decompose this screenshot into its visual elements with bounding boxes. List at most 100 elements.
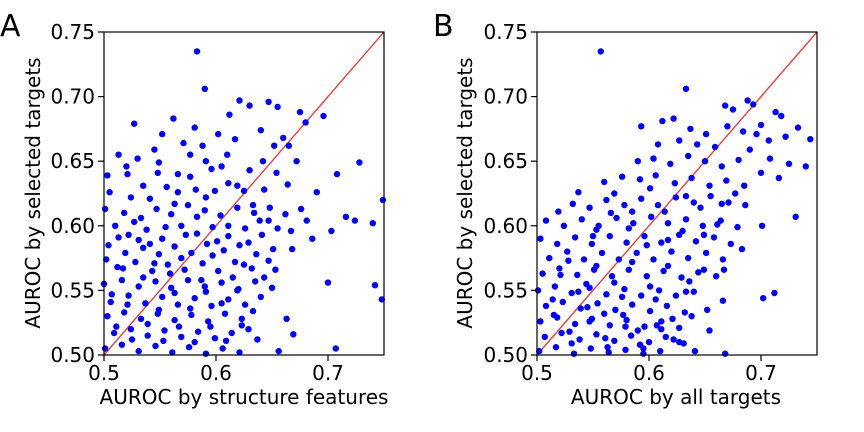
- data-point: [248, 265, 255, 272]
- data-point: [333, 170, 341, 178]
- data-point: [328, 227, 335, 235]
- data-point: [280, 134, 287, 142]
- data-point: [369, 220, 376, 227]
- data-point: [552, 344, 560, 351]
- data-point: [571, 234, 579, 241]
- data-point: [682, 216, 690, 223]
- data-point: [688, 174, 695, 182]
- x-tick-label: 0.7: [745, 361, 777, 385]
- data-point: [654, 141, 662, 148]
- data-point: [201, 283, 208, 290]
- data-point: [555, 208, 562, 215]
- data-point: [252, 278, 259, 285]
- data-point: [253, 251, 260, 258]
- data-point: [568, 340, 575, 347]
- data-point: [144, 332, 151, 339]
- data-point: [643, 273, 650, 280]
- data-point: [168, 211, 175, 218]
- data-point: [108, 291, 116, 298]
- data-point: [623, 316, 630, 324]
- data-point: [669, 315, 676, 322]
- data-point: [685, 254, 692, 262]
- data-point: [261, 274, 268, 281]
- data-point: [241, 225, 249, 232]
- data-point: [650, 155, 657, 162]
- data-point: [110, 329, 118, 337]
- data-point: [681, 309, 688, 316]
- data-point: [594, 300, 601, 307]
- data-point: [606, 322, 613, 329]
- data-point: [155, 159, 163, 166]
- data-point: [586, 318, 593, 325]
- data-point: [320, 112, 327, 120]
- data-point: [144, 320, 151, 328]
- data-point: [654, 201, 662, 209]
- panel-letter-b: B: [433, 9, 454, 44]
- data-point: [236, 242, 243, 249]
- data-point: [174, 189, 182, 196]
- data-point: [178, 222, 185, 229]
- data-point: [194, 328, 202, 335]
- data-point: [569, 200, 576, 207]
- data-point: [215, 267, 222, 275]
- data-point: [575, 288, 582, 295]
- data-point: [711, 143, 719, 151]
- data-point: [710, 234, 718, 241]
- data-point: [225, 296, 232, 303]
- data-point: [106, 189, 113, 196]
- data-point: [265, 217, 272, 224]
- data-point: [297, 205, 305, 213]
- data-point: [219, 345, 226, 352]
- data-point: [668, 248, 675, 255]
- data-point: [202, 288, 210, 295]
- data-point: [571, 320, 579, 328]
- data-point: [646, 185, 654, 192]
- data-point: [166, 270, 174, 277]
- data-point: [113, 323, 120, 330]
- data-point: [794, 124, 802, 131]
- data-point: [123, 163, 130, 170]
- data-point: [586, 204, 593, 211]
- data-point: [187, 173, 194, 180]
- data-point: [134, 155, 141, 162]
- data-point: [676, 338, 683, 346]
- data-point: [140, 274, 147, 281]
- data-point: [613, 214, 620, 222]
- data-point: [611, 337, 618, 344]
- data-point: [211, 335, 219, 342]
- data-point: [554, 240, 561, 248]
- data-point: [741, 182, 748, 189]
- data-point: [342, 213, 350, 220]
- data-point: [753, 130, 760, 138]
- data-point: [275, 347, 282, 355]
- data-point: [274, 225, 281, 232]
- data-point: [128, 336, 136, 343]
- data-point: [241, 301, 249, 308]
- data-point: [151, 260, 158, 267]
- data-point: [309, 235, 316, 242]
- x-tick-label: 0.6: [633, 361, 665, 385]
- data-point: [687, 125, 694, 133]
- data-point: [163, 183, 170, 191]
- data-point: [164, 261, 171, 268]
- data-point: [218, 163, 225, 170]
- data-point: [658, 326, 665, 333]
- data-point: [566, 328, 573, 335]
- data-point: [182, 231, 189, 238]
- data-point: [101, 205, 109, 213]
- data-point: [313, 189, 320, 196]
- data-point: [701, 158, 709, 165]
- data-point: [198, 276, 205, 284]
- data-point: [542, 302, 550, 310]
- data-point: [744, 97, 751, 104]
- data-point: [714, 221, 721, 228]
- data-point: [746, 146, 753, 153]
- data-point: [234, 182, 241, 189]
- y-tick-label: 0.65: [50, 149, 95, 173]
- data-point: [153, 205, 160, 213]
- data-point: [135, 347, 142, 355]
- data-point: [132, 258, 139, 266]
- data-point: [125, 231, 132, 238]
- data-point: [757, 121, 765, 129]
- data-point: [152, 278, 159, 285]
